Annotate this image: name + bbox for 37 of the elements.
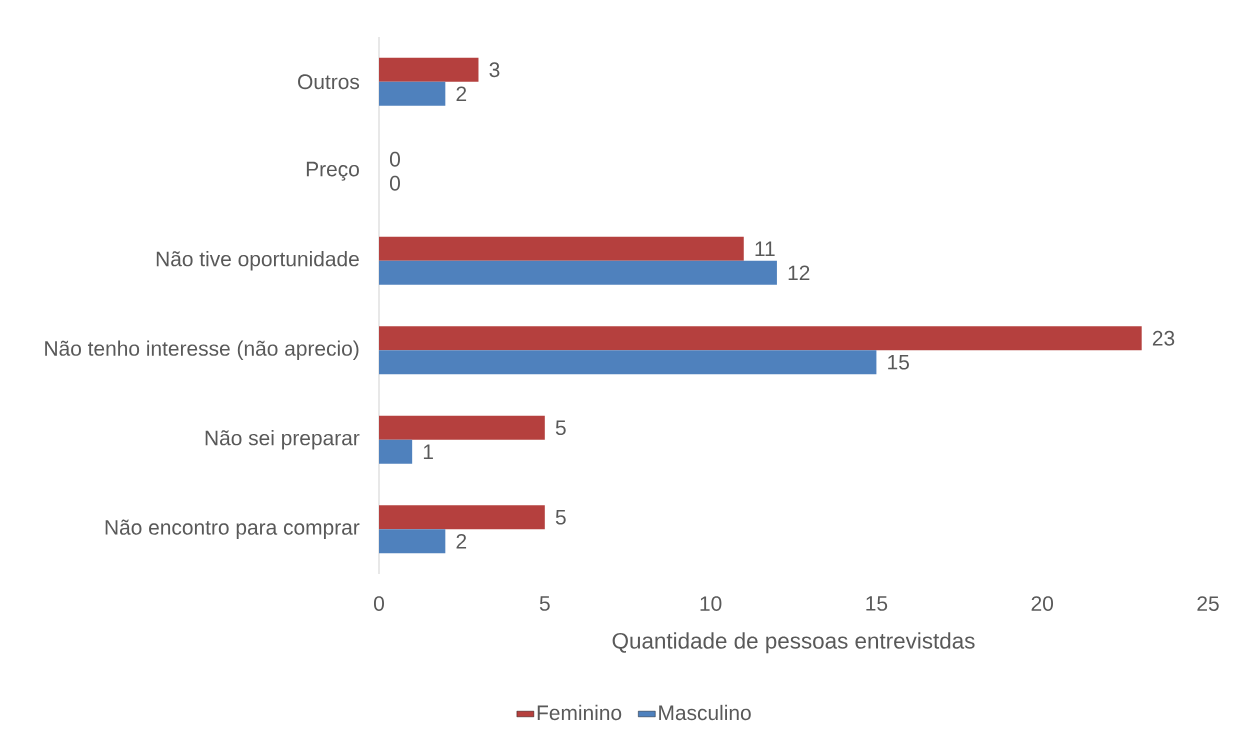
y-tick-label: Não tive oportunidade — [156, 251, 359, 271]
bar — [379, 236, 744, 261]
data-label: 23 — [1152, 330, 1175, 346]
bar — [379, 350, 877, 375]
data-label: 11 — [755, 241, 775, 256]
x-tick-label: 15 — [866, 596, 888, 611]
data-label: 3 — [489, 62, 500, 78]
x-tick-label: 5 — [539, 596, 550, 611]
bar — [379, 57, 479, 82]
legend-label: Masculino — [659, 704, 751, 721]
data-label: 15 — [888, 354, 909, 370]
data-label: 0 — [389, 175, 400, 191]
legend-label: Feminino — [537, 704, 622, 721]
data-label: 0 — [389, 151, 400, 167]
bar — [379, 505, 545, 530]
bar — [379, 529, 446, 554]
bar — [379, 415, 545, 440]
data-label: 2 — [456, 86, 467, 102]
bar — [379, 439, 413, 464]
bar — [379, 260, 777, 285]
data-label: 2 — [456, 533, 467, 549]
data-label: 5 — [555, 509, 566, 525]
data-label: 1 — [423, 444, 433, 459]
x-axis-title: Quantidade de pessoas entrevistdas — [612, 632, 975, 654]
y-tick-label: Não sei preparar — [205, 430, 360, 450]
x-tick-label: 20 — [1031, 596, 1054, 611]
y-tick-label: Outros — [298, 74, 360, 90]
x-tick-label: 10 — [700, 596, 722, 611]
x-tick-label: 0 — [374, 596, 384, 611]
y-tick-label: Não encontro para comprar — [105, 519, 360, 539]
bar — [379, 81, 446, 106]
data-label: 12 — [788, 265, 810, 281]
bar — [379, 326, 1142, 351]
x-tick-label: 25 — [1197, 596, 1219, 611]
y-tick-label: Preço — [306, 161, 359, 181]
y-tick-label: Não tenho interesse (não aprecio) — [45, 340, 359, 360]
data-label: 5 — [555, 420, 566, 436]
